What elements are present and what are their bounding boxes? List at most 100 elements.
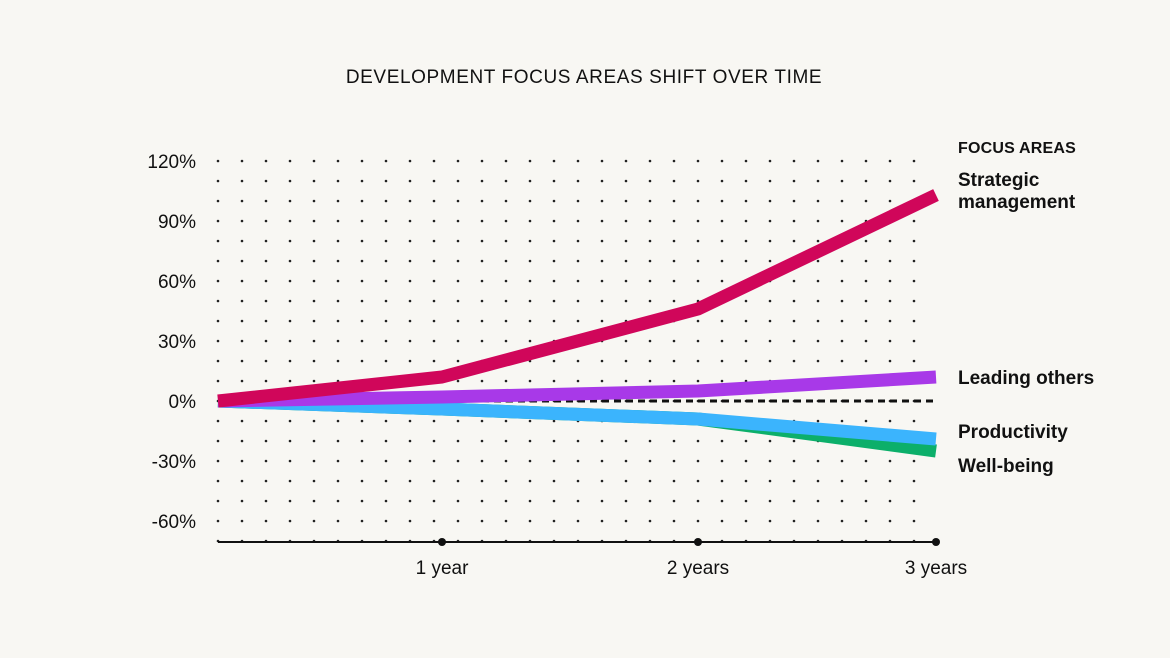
grid-dot — [720, 459, 724, 463]
legend-label-strategic-management: Strategic management — [958, 170, 1076, 213]
grid-dot — [576, 259, 580, 263]
grid-dot — [864, 479, 868, 483]
grid-dot — [528, 479, 532, 483]
grid-dot — [840, 179, 844, 183]
grid-dot — [672, 299, 676, 303]
grid-dot — [240, 159, 244, 163]
grid-dot — [864, 259, 868, 263]
grid-dot — [552, 439, 556, 443]
grid-dot — [864, 339, 868, 343]
grid-dot — [480, 259, 484, 263]
grid-dot — [624, 279, 628, 283]
grid-dot — [336, 279, 340, 283]
grid-dot — [384, 279, 388, 283]
grid-dot — [456, 499, 460, 503]
grid-dot — [840, 299, 844, 303]
grid-dot — [720, 359, 724, 363]
grid-dot — [528, 499, 532, 503]
grid-dot — [720, 479, 724, 483]
grid-dot — [816, 459, 820, 463]
grid-dot — [480, 179, 484, 183]
grid-dot — [696, 219, 700, 223]
grid-dot — [456, 299, 460, 303]
grid-dot — [648, 239, 652, 243]
grid-dot — [264, 459, 268, 463]
grid-dot — [264, 159, 268, 163]
grid-dot — [696, 379, 700, 383]
grid-dot — [552, 519, 556, 523]
grid-dot — [480, 159, 484, 163]
grid-dot — [624, 379, 628, 383]
grid-dot — [720, 179, 724, 183]
grid-dot — [504, 459, 508, 463]
grid-dot — [288, 219, 292, 223]
grid-dot — [480, 239, 484, 243]
grid-dot — [240, 459, 244, 463]
grid-dot — [888, 419, 892, 423]
grid-dot — [792, 359, 796, 363]
grid-dot — [840, 459, 844, 463]
grid-dot — [600, 319, 604, 323]
grid-dot — [912, 519, 916, 523]
grid-dot — [648, 519, 652, 523]
grid-dot — [216, 199, 220, 203]
grid-dot — [288, 159, 292, 163]
y-tick-label: 0% — [169, 392, 197, 413]
y-tick-label: 120% — [147, 152, 196, 173]
grid-dot — [288, 459, 292, 463]
grid-dot — [744, 219, 748, 223]
grid-dot — [288, 359, 292, 363]
grid-dot — [408, 519, 412, 523]
grid-dot — [360, 359, 364, 363]
grid-dot — [456, 419, 460, 423]
legend-label-line: Productivity — [958, 422, 1068, 443]
grid-dot — [768, 219, 772, 223]
grid-dot — [384, 219, 388, 223]
grid-dot — [576, 459, 580, 463]
grid-dot — [768, 359, 772, 363]
grid-dot — [912, 219, 916, 223]
grid-dot — [888, 519, 892, 523]
grid-dot — [648, 259, 652, 263]
grid-dot — [480, 439, 484, 443]
grid-dot — [504, 279, 508, 283]
grid-dot — [408, 159, 412, 163]
grid-dot — [720, 339, 724, 343]
grid-dot — [624, 459, 628, 463]
grid-dot — [216, 419, 220, 423]
grid-dot — [696, 519, 700, 523]
grid-dot — [240, 379, 244, 383]
grid-dot — [672, 159, 676, 163]
grid-dot — [408, 439, 412, 443]
grid-dot — [552, 259, 556, 263]
grid-dot — [648, 499, 652, 503]
grid-dot — [912, 459, 916, 463]
grid-dot — [216, 519, 220, 523]
grid-dot — [576, 279, 580, 283]
grid-dot — [360, 439, 364, 443]
grid-dot — [360, 199, 364, 203]
grid-dot — [336, 439, 340, 443]
grid-dot — [240, 419, 244, 423]
grid-dot — [336, 479, 340, 483]
grid-dot — [816, 499, 820, 503]
grid-dot — [720, 259, 724, 263]
y-tick-label: 90% — [158, 212, 196, 233]
grid-dot — [504, 499, 508, 503]
grid-dot — [816, 319, 820, 323]
legend-label-line: Strategic — [958, 170, 1040, 191]
grid-dot — [432, 199, 436, 203]
grid-dot — [480, 519, 484, 523]
x-tick-label: 2 years — [667, 558, 729, 579]
grid-dot — [624, 219, 628, 223]
grid-dot — [864, 359, 868, 363]
grid-dot — [456, 519, 460, 523]
grid-dot — [408, 459, 412, 463]
grid-dot — [480, 419, 484, 423]
grid-dot — [312, 379, 316, 383]
grid-dot — [216, 479, 220, 483]
grid-dot — [552, 319, 556, 323]
dot-grid — [216, 159, 916, 543]
grid-dot — [336, 319, 340, 323]
grid-dot — [504, 219, 508, 223]
